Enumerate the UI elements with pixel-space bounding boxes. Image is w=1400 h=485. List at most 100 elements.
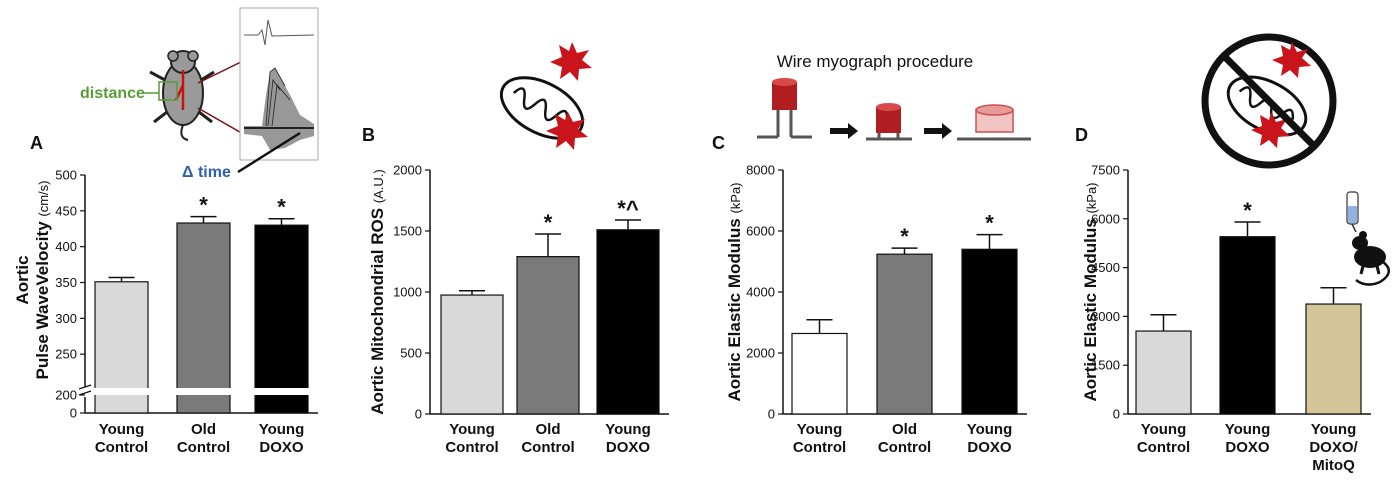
y-tick-label: 500	[400, 346, 422, 361]
y-tick-label: 4000	[746, 285, 775, 300]
significance-marker: *	[1243, 198, 1252, 223]
mitochondria-prohibited-icon	[1201, 33, 1337, 169]
y-tick-label: 6000	[746, 224, 775, 239]
bar-break-gap	[175, 388, 232, 395]
significance-marker: *	[277, 195, 286, 220]
category-label: DOXO	[967, 439, 1012, 456]
y-axis-label: Aortic Elastic Modulus (kPa)	[1081, 182, 1100, 401]
category-label: Control	[1137, 439, 1190, 456]
myograph-title: Wire myograph procedure	[777, 52, 974, 71]
distance-bracket	[158, 81, 178, 101]
y-tick-label: 0	[415, 407, 422, 422]
y-axis-unit: (A.U.)	[371, 169, 386, 203]
category-label: Young	[605, 421, 651, 438]
significance-marker: *	[900, 224, 909, 249]
significance-marker: *	[544, 210, 553, 235]
y-tick-label: 0	[70, 406, 77, 421]
bar	[440, 294, 504, 415]
bar	[1219, 236, 1276, 415]
y-axis-label: Aortic Mitochondrial ROS (A.U.)	[368, 169, 387, 415]
panel-label: A	[30, 133, 43, 153]
y-tick-label: 1500	[1091, 358, 1120, 373]
category-label: MitoQ	[1312, 457, 1355, 474]
y-tick-label: 450	[55, 203, 77, 218]
y-tick-label: 8000	[746, 163, 775, 178]
bar	[516, 256, 580, 415]
category-label: Control	[177, 439, 230, 456]
category-label: Young	[99, 421, 145, 438]
pulse-trace-panel	[239, 7, 319, 161]
category-label: Old	[892, 421, 917, 438]
y-tick-label: 500	[55, 168, 77, 183]
y-tick-label: 1500	[393, 224, 422, 239]
panel-label: B	[362, 125, 375, 145]
bar	[961, 248, 1018, 415]
significance-marker: *	[199, 193, 208, 218]
category-label: Young	[259, 421, 305, 438]
category-label: DOXO	[606, 439, 651, 456]
chart-panel-b: B0500100015002000YoungControl*OldControl…	[362, 125, 669, 456]
y-tick-label: 250	[55, 347, 77, 362]
category-label: Control	[878, 439, 931, 456]
category-label: Control	[95, 439, 148, 456]
y-tick-label: 2000	[746, 346, 775, 361]
category-label: Control	[521, 439, 574, 456]
y-tick-label: 1000	[393, 285, 422, 300]
category-label: Control	[445, 439, 498, 456]
y-axis-label: Aortic	[13, 255, 32, 304]
chart-panel-a: A2503003504004505000200YoungControl*OldC…	[13, 133, 318, 456]
panel-label: D	[1075, 125, 1088, 145]
category-label: Old	[191, 421, 216, 438]
distance-label: distance	[80, 85, 145, 102]
significance-marker: *^	[617, 196, 639, 221]
category-label: DOXO/	[1309, 439, 1358, 456]
y-tick-label: 400	[55, 239, 77, 254]
y-tick-label: 0	[768, 407, 775, 422]
bar	[254, 224, 309, 414]
bar	[791, 332, 848, 415]
y-axis-unit: (kPa)	[1084, 182, 1099, 213]
bar	[1305, 303, 1362, 415]
category-label: Young	[797, 421, 843, 438]
category-label: Control	[793, 439, 846, 456]
chart-panel-d: D015003000450060007500YoungControl*Young…	[1075, 125, 1371, 474]
category-label: Old	[536, 421, 561, 438]
category-label: DOXO	[259, 439, 304, 456]
mouse-icon	[149, 50, 215, 141]
category-label: Young	[449, 421, 495, 438]
bar	[176, 222, 231, 414]
axis-break-mark	[78, 384, 92, 390]
y-tick-label: 0	[1113, 407, 1120, 422]
y-tick-label: 200	[55, 388, 77, 403]
bar-break-gap	[93, 388, 150, 395]
y-tick-label: 7500	[1091, 163, 1120, 178]
bar-break-gap	[253, 388, 310, 395]
panel-label: C	[712, 133, 725, 153]
axis-break-mark	[78, 390, 92, 396]
significance-marker: *	[985, 211, 994, 236]
y-axis-label: Aortic Elastic Modulus (kPa)	[725, 182, 744, 401]
mouse-water-bottle-icon	[1346, 191, 1390, 286]
delta-time-label: Δ time	[182, 164, 231, 181]
chart-panel-c: C02000400060008000YoungControl*OldContro…	[712, 133, 1027, 456]
bar	[1135, 330, 1192, 415]
bar	[876, 253, 933, 415]
category-label: Young	[967, 421, 1013, 438]
bar	[596, 229, 660, 415]
mitochondria-ros-icon	[499, 42, 592, 150]
myograph-diagram	[757, 78, 1031, 141]
y-axis-unit: (kPa)	[728, 182, 743, 213]
y-tick-label: 2000	[393, 163, 422, 178]
y-tick-label: 300	[55, 311, 77, 326]
y-axis-unit: (cm/s)	[36, 181, 51, 217]
y-tick-label: 6000	[1091, 211, 1120, 226]
y-tick-label: 3000	[1091, 309, 1120, 324]
y-tick-label: 350	[55, 275, 77, 290]
category-label: DOXO	[1225, 439, 1270, 456]
category-label: Young	[1141, 421, 1187, 438]
y-tick-label: 4500	[1091, 260, 1120, 275]
category-label: Young	[1225, 421, 1271, 438]
y-axis-label: Pulse WaveVelocity (cm/s)	[33, 181, 52, 380]
category-label: Young	[1311, 421, 1357, 438]
